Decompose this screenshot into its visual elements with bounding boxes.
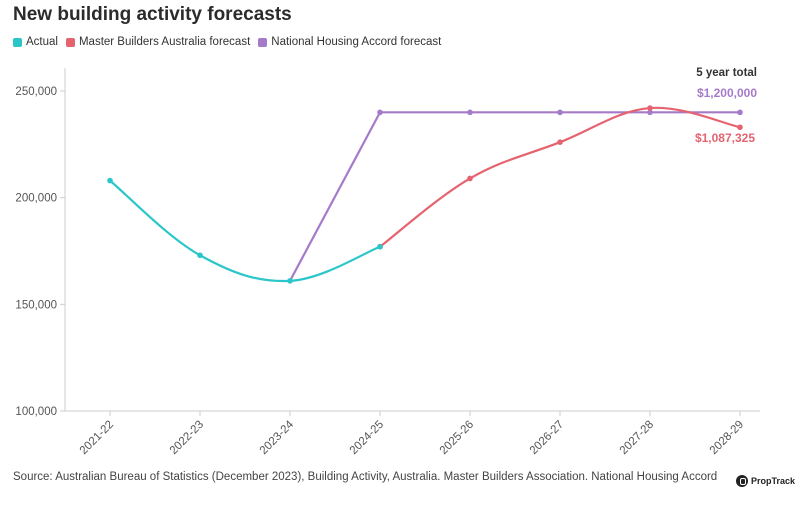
chart-title: New building activity forecasts (13, 4, 292, 25)
data-point-nha (647, 109, 653, 116)
x-tick-label: 2021-22 (78, 419, 116, 457)
totals-heading: 5 year total (696, 67, 757, 79)
mba-total-label: $1,087,325 (695, 131, 755, 145)
nha-total-label: $1,200,000 (697, 86, 757, 100)
x-tick-label: 2024-25 (348, 419, 386, 457)
x-tick-label: 2028-29 (708, 419, 746, 457)
x-tick-label: 2023-24 (258, 418, 297, 457)
series-line-nha (289, 111, 740, 282)
legend-swatch-actual (13, 37, 22, 47)
x-tick-label: 2025-26 (438, 419, 476, 457)
data-point-actual (287, 278, 293, 284)
legend-label-nha: National Housing Accord forecast (271, 36, 442, 48)
data-point-nha (557, 109, 563, 116)
series-line-actual (109, 179, 381, 283)
data-point-actual (197, 252, 203, 259)
data-point-nha (737, 109, 743, 116)
x-tick-label: 2026-27 (528, 419, 566, 457)
data-point-nha (377, 109, 383, 116)
legend-swatch-nha (258, 37, 268, 47)
data-point-mba (467, 175, 473, 182)
legend-item-nha: National Housing Accord forecast (258, 36, 441, 48)
proptrack-logo-text: PropTrack (751, 476, 796, 486)
data-point-mba (647, 105, 653, 111)
chart-plot: 100,000 150,000 200,000 250,000 2021-22 2022-… (15, 67, 760, 457)
x-tick-label: 2022-23 (168, 419, 206, 457)
y-tick-label: 250,000 (15, 86, 57, 98)
data-point-actual (107, 177, 113, 184)
y-tick-label: 150,000 (15, 299, 57, 311)
data-point-actual (377, 243, 383, 250)
data-point-mba (557, 139, 563, 145)
source-note: Source: Australian Bureau of Statistics … (13, 471, 718, 483)
legend: Actual Master Builders Australia forecas… (13, 36, 441, 48)
legend-label-mba: Master Builders Australia forecast (78, 36, 251, 48)
y-tick-label: 200,000 (15, 193, 57, 205)
proptrack-logo-icon (736, 475, 748, 487)
legend-item-mba: Master Builders Australia forecast (65, 36, 251, 48)
proptrack-logo: PropTrack (736, 475, 795, 487)
y-tick-label: 100,000 (15, 406, 57, 418)
x-tick-label: 2027-28 (618, 419, 656, 457)
data-point-nha (467, 109, 473, 116)
data-point-mba (737, 124, 743, 131)
legend-label-actual: Actual (26, 36, 58, 48)
legend-swatch-mba (65, 37, 75, 47)
series-line-mba (379, 106, 741, 248)
legend-item-actual: Actual (13, 36, 58, 48)
